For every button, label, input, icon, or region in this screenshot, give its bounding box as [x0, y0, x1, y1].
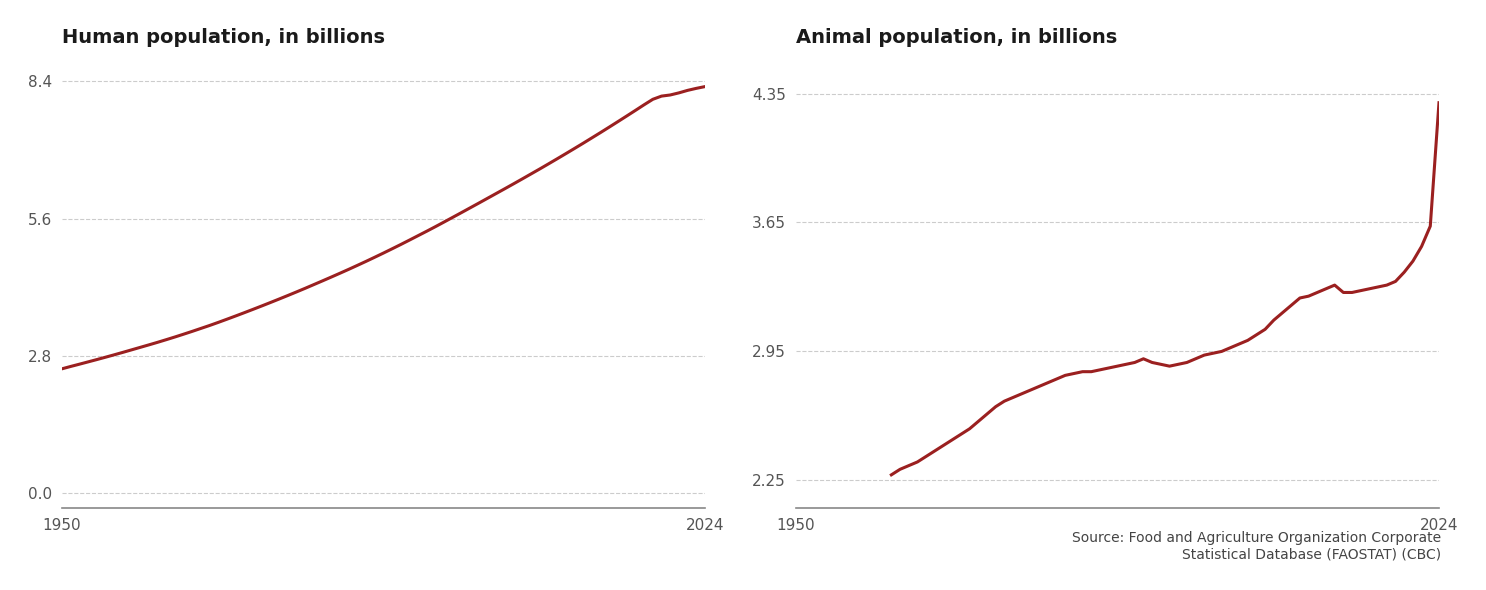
- Text: Source: Food and Agriculture Organization Corporate
Statistical Database (FAOSTA: Source: Food and Agriculture Organizatio…: [1073, 531, 1441, 561]
- Text: Animal population, in billions: Animal population, in billions: [795, 28, 1117, 47]
- Text: Human population, in billions: Human population, in billions: [62, 28, 385, 47]
